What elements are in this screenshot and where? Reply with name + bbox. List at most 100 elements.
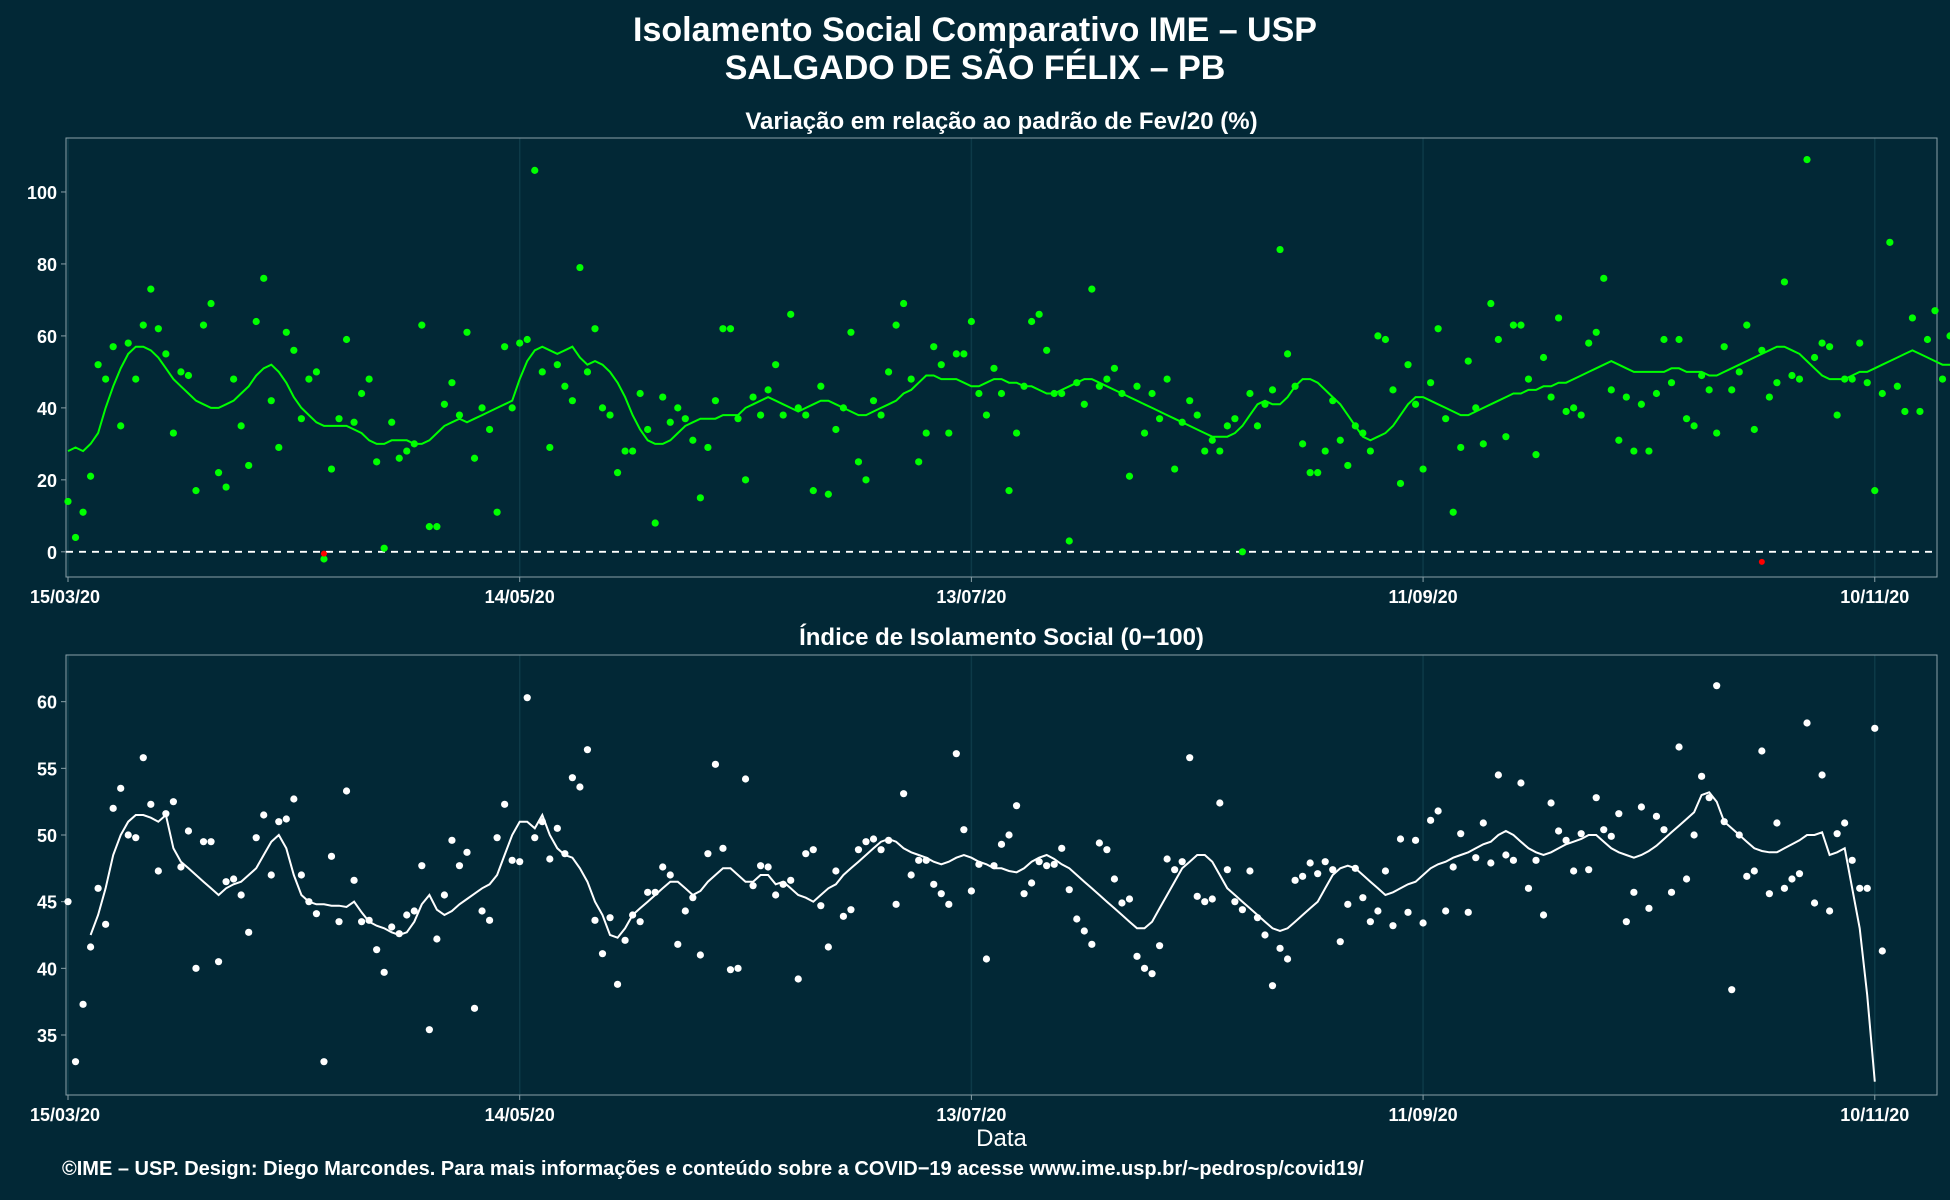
data-point (358, 389, 366, 398)
data-point (1276, 944, 1284, 952)
data-point (877, 411, 885, 419)
main-subtitle: SALGADO DE SÃO FÉLIX – PB (724, 49, 1226, 87)
data-point (1231, 898, 1239, 906)
data-point (1050, 860, 1058, 868)
data-point (982, 411, 991, 419)
data-point (794, 975, 802, 983)
data-point (1449, 508, 1457, 516)
data-point (636, 918, 644, 926)
data-point (568, 774, 576, 782)
data-point (1479, 819, 1487, 827)
data-point (1848, 856, 1856, 864)
data-point (1841, 819, 1849, 827)
data-point (1246, 867, 1254, 875)
data-point (1916, 407, 1924, 416)
data-point (358, 918, 366, 926)
data-point (772, 361, 780, 369)
data-point (854, 846, 863, 854)
data-point (764, 386, 772, 394)
data-point (666, 418, 674, 426)
data-point (230, 875, 238, 883)
footer-credit: ©IME – USP. Design: Diego Marcondes. Par… (62, 1158, 1364, 1180)
data-point (1148, 389, 1156, 398)
data-point (516, 858, 524, 866)
data-point (508, 404, 516, 412)
data-point (1012, 802, 1021, 810)
data-point (749, 882, 757, 890)
data-point (260, 811, 268, 819)
data-point (1615, 810, 1623, 818)
data-point (1223, 422, 1231, 430)
x-axis-label: Data (976, 1125, 1027, 1152)
data-point (1487, 859, 1495, 867)
data-point (862, 476, 870, 484)
x-tick-label: 10/11/20 (1840, 1105, 1909, 1125)
data-point (1502, 433, 1510, 441)
data-point (1110, 364, 1119, 372)
data-point (1020, 890, 1028, 898)
data-point (1494, 335, 1502, 344)
data-point (1133, 382, 1141, 390)
data-point (320, 1058, 328, 1066)
data-point (184, 371, 193, 380)
data-point (207, 299, 215, 308)
data-point (252, 317, 260, 326)
data-point (132, 834, 140, 842)
panel-title: Índice de Isolamento Social (0−100) (799, 623, 1204, 651)
data-point (1389, 922, 1397, 930)
data-point (1043, 346, 1051, 354)
panel-frame (65, 654, 1938, 1096)
data-point (485, 916, 494, 924)
data-point (1607, 386, 1615, 394)
data-point (1479, 440, 1487, 448)
data-point (1630, 447, 1638, 455)
data-point (448, 836, 456, 844)
data-point (124, 339, 132, 347)
data-point (1171, 465, 1179, 473)
data-point (1826, 343, 1834, 351)
data-point (102, 920, 110, 928)
data-point (297, 415, 305, 423)
data-point (455, 411, 464, 419)
data-point (1299, 440, 1307, 448)
data-point (320, 555, 328, 563)
data-point (478, 907, 486, 915)
data-point (990, 364, 998, 372)
data-point (154, 867, 162, 875)
data-point (553, 361, 561, 369)
data-point (1035, 858, 1043, 866)
data-point (553, 824, 561, 832)
data-point (824, 943, 832, 951)
data-point (1833, 830, 1841, 838)
data-point (1193, 892, 1201, 900)
data-point (1570, 867, 1578, 875)
data-point (1765, 890, 1773, 898)
data-point (1171, 866, 1179, 874)
x-tick-label: 11/09/20 (1389, 1105, 1458, 1125)
data-point (470, 454, 479, 462)
data-point (523, 335, 531, 344)
moving-average-line (67, 345, 1950, 453)
data-point (1442, 907, 1450, 915)
data-point (1871, 487, 1879, 495)
data-point (184, 827, 193, 835)
data-point (1871, 724, 1879, 732)
data-point (1125, 895, 1134, 903)
data-point (1140, 429, 1149, 437)
data-point (1818, 771, 1826, 779)
data-point (591, 916, 599, 924)
data-point (109, 804, 117, 812)
data-point (1012, 429, 1021, 437)
data-point (1110, 875, 1119, 883)
data-point (1750, 867, 1758, 875)
data-point (952, 350, 960, 358)
data-point (1261, 931, 1269, 939)
data-point (1630, 888, 1638, 896)
data-point (169, 798, 177, 806)
data-point (1758, 747, 1766, 755)
data-point (282, 815, 290, 823)
data-point (1803, 155, 1811, 164)
data-point (1434, 807, 1442, 815)
data-point (207, 838, 215, 846)
y-tick-label: 55 (37, 759, 57, 779)
